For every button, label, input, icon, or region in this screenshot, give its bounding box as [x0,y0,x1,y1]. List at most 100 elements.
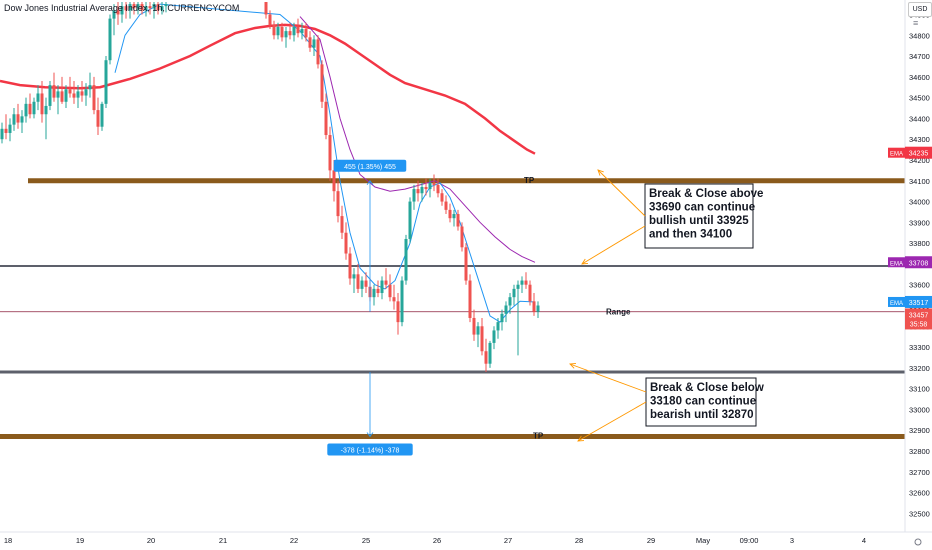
candle-body [156,4,160,11]
candle-body [148,6,152,9]
candle-body [432,182,436,185]
note-arrowhead-0 [597,169,604,176]
y-tick-label: 34000 [909,198,930,207]
candle-body [336,191,340,217]
candle-body [484,351,488,364]
price-badge-last-value: 33457 [909,312,929,319]
x-tick-label: 27 [504,536,512,545]
note-arrow-2 [569,363,647,393]
candle-body [356,274,360,289]
candle-body [380,280,384,294]
note-1-line-0: Break & Close below [650,382,764,394]
candle-body [420,187,424,194]
candle-body [40,93,44,115]
price-badge-last [905,308,932,330]
candle-body [88,85,92,90]
x-tick-label: 22 [290,536,298,545]
candle-body [504,305,508,314]
candle-body [284,31,288,38]
candle-body [288,31,292,36]
note-0-line-1: 33690 can continue [649,202,755,214]
y-tick-label: 34700 [909,52,930,61]
measure-down-label: -378 (-1.14%) -378 [341,447,400,454]
candle-body [64,89,68,102]
candle-body [16,114,20,123]
note-box-1 [645,377,757,427]
candle-body [536,305,540,312]
candle-body [24,103,28,117]
badge-tag-0 [888,147,905,158]
settings-gear-icon[interactable] [914,538,922,546]
candle-body [376,288,380,294]
y-tick-label: 33800 [909,239,930,248]
candle-body [164,4,168,7]
note-arrow-1 [581,225,646,265]
candle-body [492,330,496,343]
price-badge-value-0: 34235 [909,151,929,158]
candle-body [32,101,36,115]
measure-up-label-box [333,159,407,172]
badge-tag-label-2: EMA [890,301,903,307]
candle-body [328,135,332,171]
candle-body [128,4,132,11]
y-tick-label: 34800 [909,31,930,40]
candle-body [468,280,472,318]
y-tick-label: 32600 [909,489,930,498]
y-tick-label: 33200 [909,364,930,373]
badge-tag-label-1: EMA [890,261,903,267]
y-tick-label: 32500 [909,509,930,518]
candle-body [160,6,164,11]
candle-body [344,232,348,254]
candle-body [56,91,60,98]
chart-title: Dow Jones Industrial Average Index, 1h, … [4,3,240,13]
candle-body [72,93,76,98]
measure-up-label: 455 (1.35%) 455 [344,164,396,171]
menu-icon[interactable]: ≡ [913,18,919,28]
candle-body [68,89,72,94]
candle-body [76,91,80,98]
x-tick-label: 18 [4,536,12,545]
candle-body [440,193,444,202]
candle-body [392,297,396,302]
candle-body [104,60,108,104]
level-label-support-tp: TP [533,431,544,440]
candle-body [480,326,484,352]
candle-body [512,288,516,298]
note-arrowhead-3 [577,435,585,442]
note-arrow-3 [577,401,647,442]
x-tick-label: May [696,536,710,545]
candle-body [428,182,432,190]
candle-body [400,280,404,323]
currency-label[interactable]: USD [908,2,932,17]
candle-body [528,284,532,302]
candle-body [524,280,528,285]
y-tick-label: 32700 [909,468,930,477]
candle-body [60,91,64,102]
candle-body [92,85,96,111]
candle-body [500,313,504,323]
candle-body [360,280,364,289]
candle-body [28,103,32,115]
candle-body [364,280,368,287]
candle-body [108,18,112,61]
note-0-line-2: bullish until 33925 [649,215,749,227]
candle-body [152,4,156,9]
settings-corner [905,533,932,550]
candle-body [304,29,308,38]
measure-down-arrow [366,432,374,438]
ema-mid-line [299,16,536,263]
candle-body [452,214,456,219]
candle-body [408,201,412,239]
candle-body [272,24,276,36]
candle-body [388,284,392,298]
candle-body [520,280,524,285]
badge-tag-label-0: EMA [890,152,903,158]
note-arrowhead-1 [581,258,589,265]
x-tick-label: 19 [76,536,84,545]
note-0-line-3: and then 34100 [649,229,732,241]
candle-body [472,317,476,335]
time-axis-panel [0,532,932,550]
candle-body [12,114,16,125]
x-tick-label: 09:00 [740,536,759,545]
